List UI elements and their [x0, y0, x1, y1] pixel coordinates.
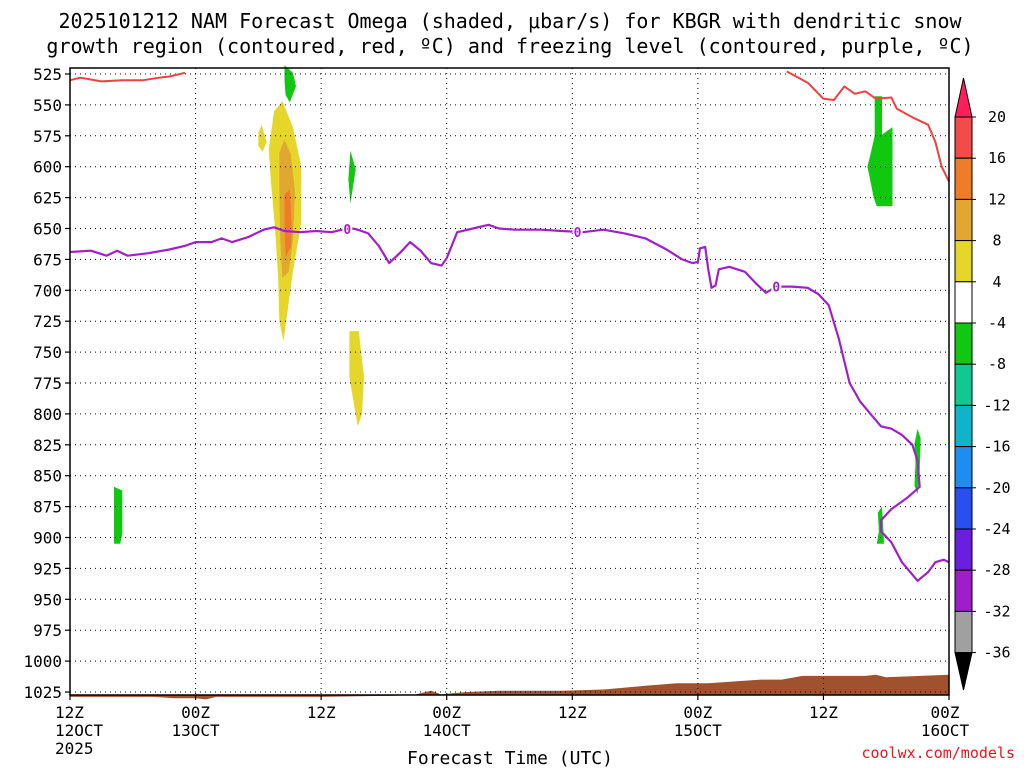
omega-shaded-region [284, 65, 296, 103]
colorbar-bin [954, 446, 973, 489]
freezing-level-label: 0 [574, 226, 582, 241]
x-tick-label: 00Z [683, 703, 712, 722]
y-tick-label: 575 [33, 127, 62, 146]
x-tick-date-label: 15OCT [674, 721, 723, 740]
terrain-group [70, 674, 949, 700]
colorbar-bin [954, 116, 973, 159]
colorbar-bin [954, 240, 973, 283]
omega-shaded-region [349, 331, 364, 427]
y-tick-label: 800 [33, 405, 62, 424]
chart-title-line-1: 2025101212 NAM Forecast Omega (shaded, μ… [58, 9, 962, 33]
chart-title-line-2: growth region (contoured, red, ºC) and f… [46, 34, 973, 58]
contour-group: 0 0 0 [69, 70, 950, 582]
freezing-level-label-bg [572, 224, 583, 238]
colorbar-bin [954, 404, 973, 448]
x-tick-label: 00Z [181, 703, 210, 722]
x-tick-label: 00Z [931, 703, 960, 722]
x-axis-label: Forecast Time (UTC) [407, 748, 613, 768]
colorbar-tick-label: -20 [983, 479, 1010, 497]
dgz-contour-line [69, 71, 186, 83]
colorbar: 20 16 12 8 4 -4 -8 -12 -16 -20 -24 -28 -32 -36 [954, 77, 1011, 691]
x-tick-date-label: 14OCT [423, 721, 472, 740]
colorbar-tick-label: -32 [983, 602, 1010, 620]
plot-frame [69, 67, 950, 696]
y-tick-label: 825 [33, 436, 62, 455]
omega-shaded-region [114, 486, 123, 544]
colorbar-bin [954, 281, 973, 324]
y-tick-label: 600 [33, 158, 62, 177]
y-tick-label: 675 [33, 250, 62, 269]
x-tick-date-label: 13OCT [171, 721, 220, 740]
freezing-level-label-bg [771, 279, 782, 293]
colorbar-bin [954, 487, 973, 530]
y-tick-label: 725 [33, 312, 62, 331]
colorbar-tick-label: 20 [988, 108, 1006, 126]
colorbar-tick-label: 4 [992, 273, 1001, 291]
x-tick-label: 12Z [558, 703, 587, 722]
colorbar-bin [954, 77, 973, 118]
y-tick-label: 1000 [23, 652, 62, 671]
x-tick-label: 00Z [432, 703, 461, 722]
y-axis: 525 550 575 600 625 650 675 700 725 750 775 800 825 8… [23, 65, 70, 702]
freezing-level-label-bg [342, 222, 353, 236]
y-tick-label: 975 [33, 621, 62, 640]
y-tick-label: 1025 [23, 683, 62, 702]
colorbar-bin [954, 652, 973, 691]
y-tick-label: 650 [33, 220, 62, 239]
y-tick-label: 875 [33, 498, 62, 517]
colorbar-tick-label: -36 [983, 644, 1010, 662]
omega-shading-group [114, 65, 921, 544]
x-tick-date-label: 16OCT [921, 721, 970, 740]
y-tick-label: 525 [33, 65, 62, 84]
x-tick-label: 12Z [307, 703, 336, 722]
colorbar-bin [954, 528, 973, 571]
credit-link[interactable]: coolwx.com/models [861, 744, 1015, 762]
y-tick-label: 550 [33, 96, 62, 115]
colorbar-tick-label: 8 [992, 232, 1001, 250]
x-tick-label: 12Z [809, 703, 838, 722]
colorbar-tick-label: -24 [983, 520, 1010, 538]
y-tick-label: 625 [33, 189, 62, 208]
freezing-level-label: 0 [343, 223, 351, 238]
y-tick-label: 750 [33, 343, 62, 362]
plot-background [70, 68, 949, 695]
omega-shaded-region [258, 124, 267, 152]
omega-shaded-region [867, 96, 893, 207]
y-tick-label: 900 [33, 529, 62, 548]
colorbar-tick-label: -12 [983, 396, 1010, 414]
colorbar-bin [954, 610, 973, 654]
colorbar-tick-label: -16 [983, 438, 1010, 456]
omega-shaded-region [348, 150, 356, 204]
colorbar-bin [954, 322, 973, 365]
colorbar-bin [954, 569, 973, 612]
freezing-level-line [69, 223, 950, 582]
x-tick-date-label: 12OCT [55, 721, 104, 740]
terrain-fill [70, 674, 949, 700]
colorbar-tick-label: -8 [988, 355, 1006, 373]
colorbar-tick-label: -4 [988, 314, 1006, 332]
colorbar-bin [954, 363, 973, 406]
y-tick-label: 775 [33, 374, 62, 393]
x-tick-label: 12Z [55, 703, 84, 722]
y-tick-label: 925 [33, 559, 62, 578]
x-tick-year-label: 2025 [55, 739, 94, 758]
dgz-contour-line [786, 70, 950, 182]
colorbar-tick-label: 12 [988, 190, 1006, 208]
y-tick-label: 950 [33, 590, 62, 609]
y-tick-label: 850 [33, 467, 62, 486]
colorbar-bin [954, 157, 973, 200]
freezing-level-label: 0 [772, 281, 780, 296]
colorbar-tick-label: 16 [988, 149, 1006, 167]
colorbar-bin [954, 198, 973, 242]
colorbar-tick-label: -28 [983, 561, 1010, 579]
y-tick-label: 700 [33, 281, 62, 300]
omega-shaded-region [284, 188, 292, 257]
